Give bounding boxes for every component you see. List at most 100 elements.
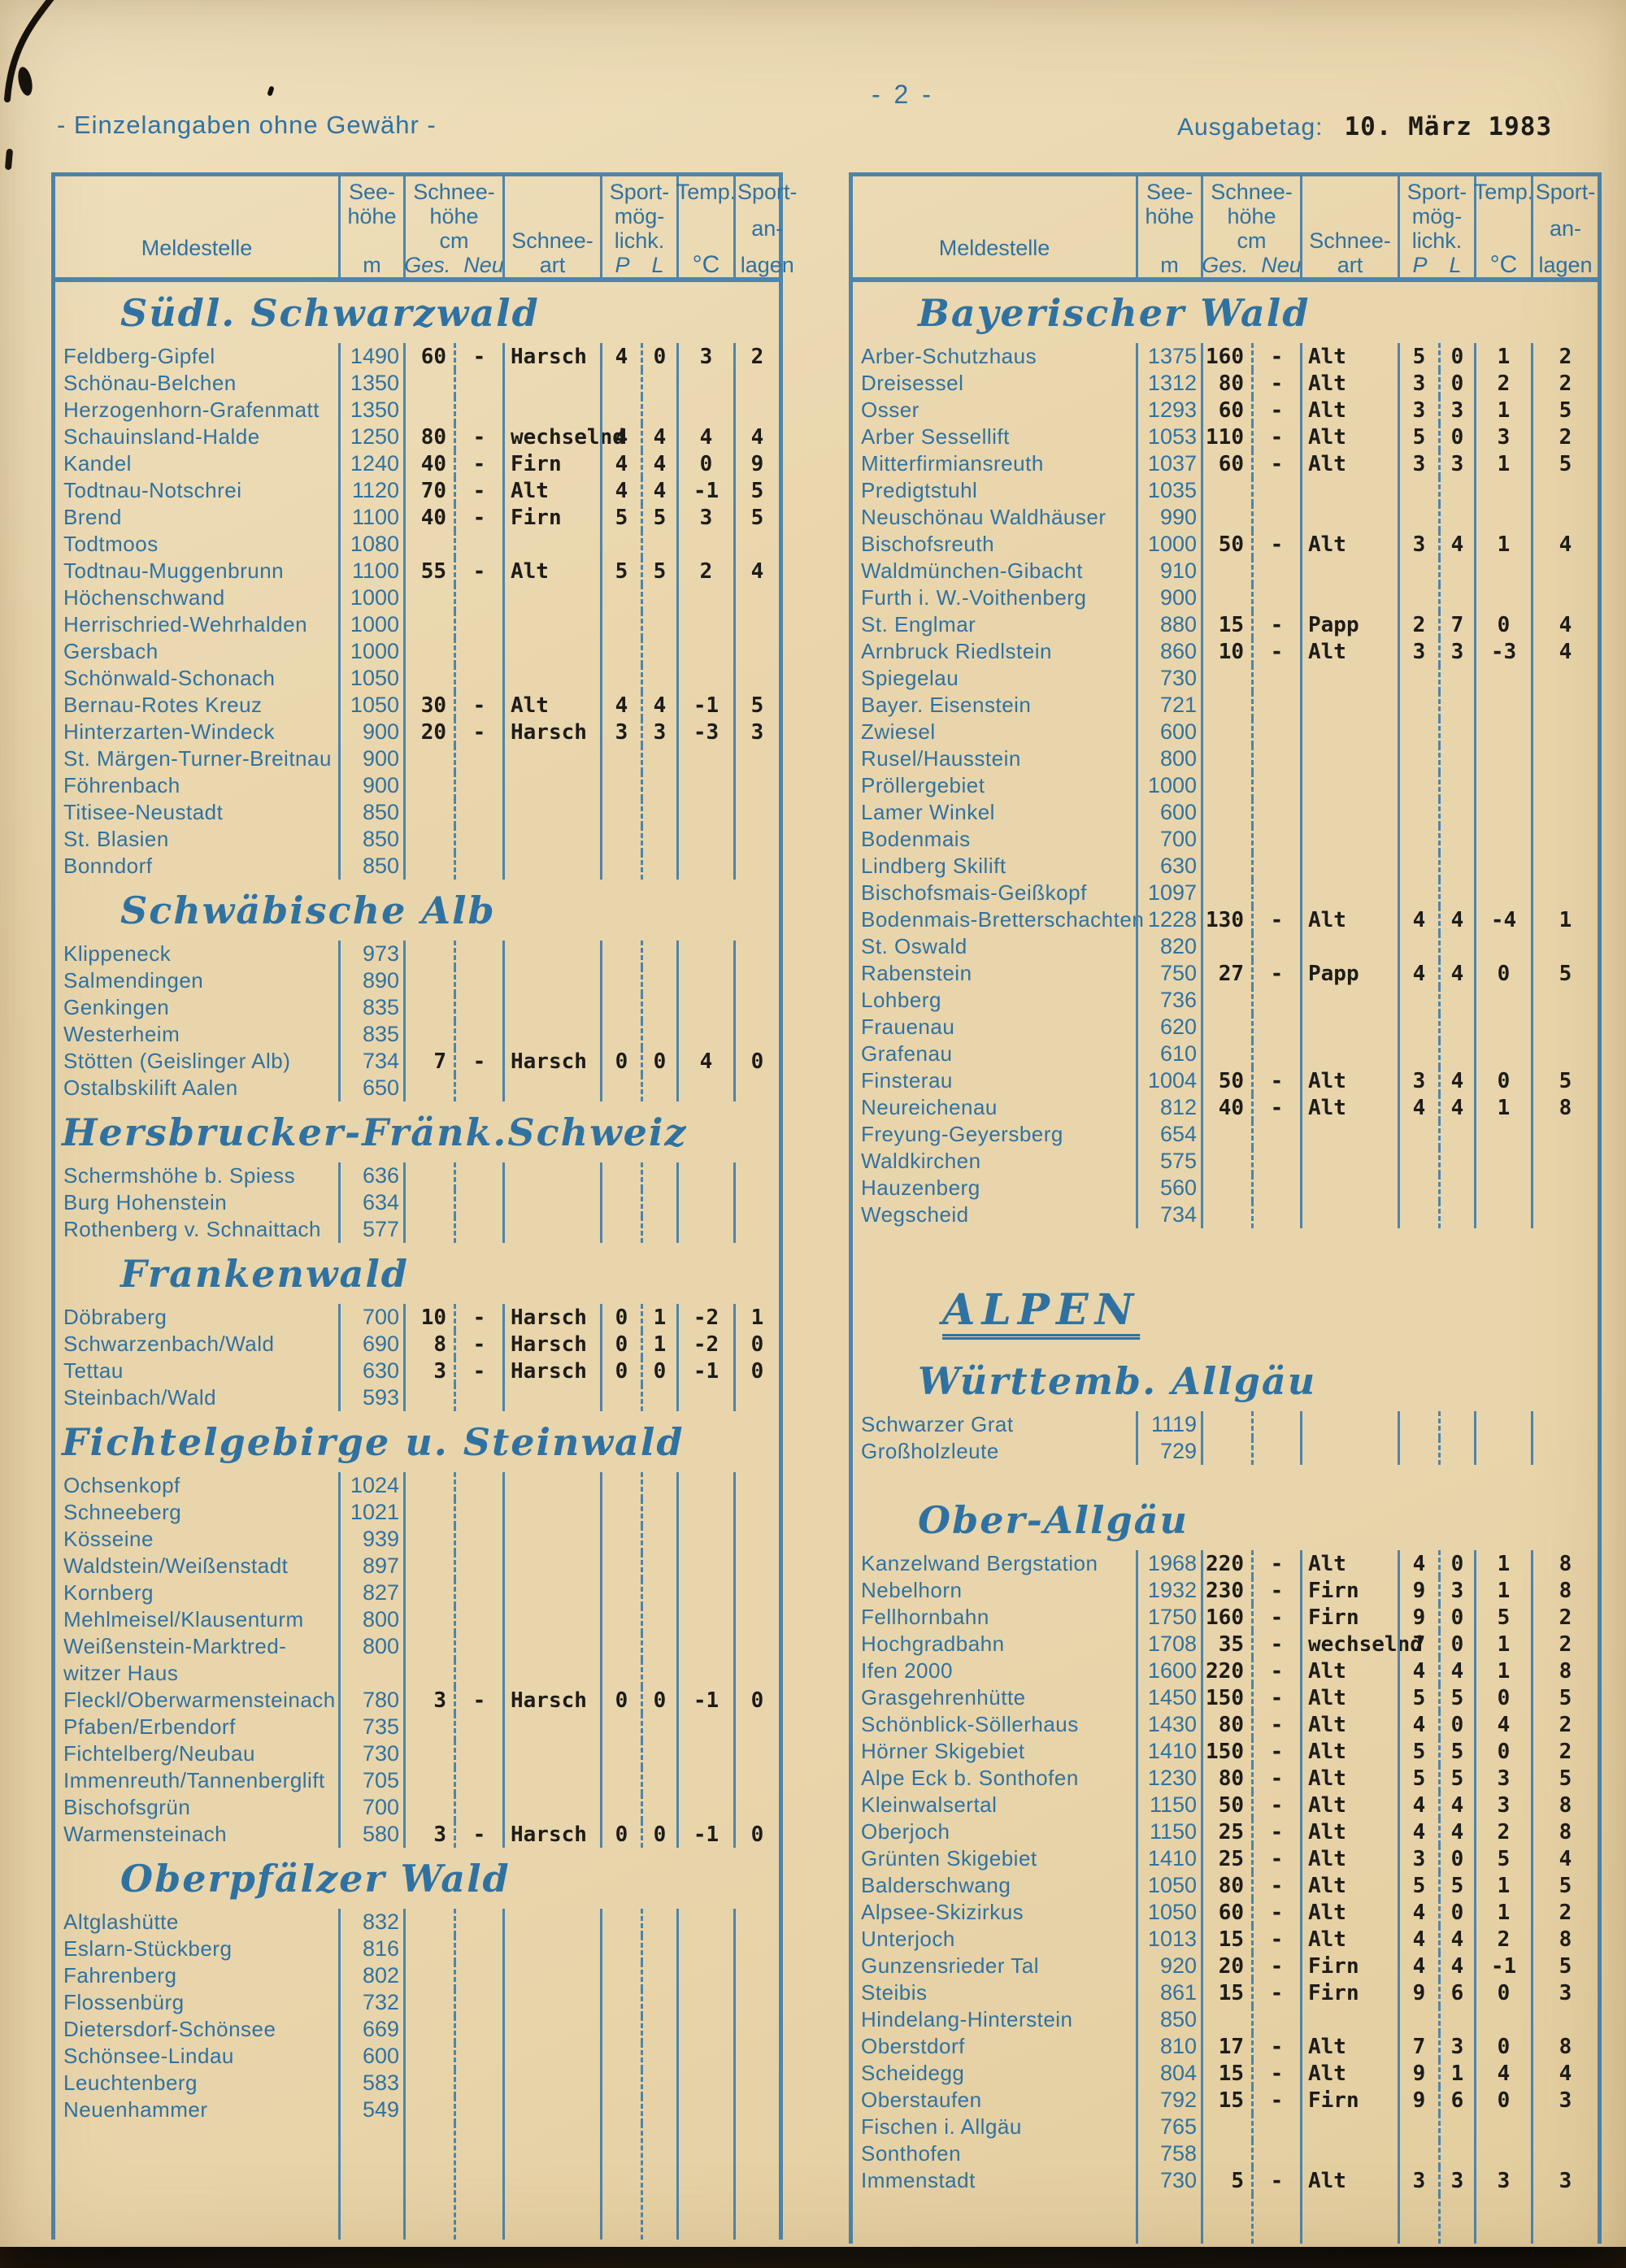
table-row: Oberstaufen 792 15- Firn 9 6 0 3 <box>853 2087 1598 2114</box>
elevation-m: 850 <box>338 826 403 853</box>
sport-facilities <box>1531 477 1598 504</box>
sport-possibility-p <box>600 853 641 880</box>
station-name: Lindberg Skilift <box>861 854 1006 878</box>
temperature-c <box>676 1767 733 1794</box>
region-heading-text: Hersbrucker-Fränk.Schweiz <box>62 1110 688 1154</box>
station-name: St. Englmar <box>861 612 976 637</box>
snow-depth-new <box>1251 504 1300 531</box>
table-row: Bayer. Eisenstein 721 <box>853 692 1598 719</box>
table-row: Arnbruck Riedlstein 860 10- Alt 3 3 -3 4 <box>853 638 1598 665</box>
snow-type: Harsch <box>502 1821 600 1848</box>
temperature-c <box>1474 665 1531 692</box>
snow-type: Firn <box>1300 1604 1398 1631</box>
station-name: St. Blasien <box>63 827 169 851</box>
temperature-c <box>1474 1041 1531 1067</box>
header-label: Schnee- <box>1309 228 1391 253</box>
sport-facilities <box>733 1526 779 1553</box>
snow-depth-new <box>454 799 502 826</box>
sport-possibility-l: 4 <box>1438 1094 1474 1121</box>
station-name: St. Oswald <box>861 934 967 958</box>
col-sportanlagen: Sport- an- lagen <box>733 176 799 281</box>
snow-depth-total: 130 <box>1201 906 1251 933</box>
temperature-c <box>1474 1201 1531 1228</box>
col-seehoehe: See- höhe m <box>1136 176 1201 281</box>
snow-depth-total: 25 <box>1201 1845 1251 1872</box>
sport-facilities: 4 <box>1531 1845 1598 1872</box>
header-label: höhe <box>1145 204 1194 228</box>
sport-possibility-p: 7 <box>1398 1631 1438 1658</box>
station-name: Herrischried-Wehrhalden <box>63 612 308 637</box>
region-heading-text: Fichtelgebirge u. Steinwald <box>62 1419 685 1464</box>
header-label: Sport- <box>1535 180 1596 204</box>
elevation-m: 765 <box>1136 2114 1201 2140</box>
sport-possibility-l: 0 <box>1438 1631 1474 1658</box>
table-row: Unterjoch 1013 15- Alt 4 4 2 8 <box>853 1926 1598 1953</box>
snow-depth-new <box>1251 1041 1300 1067</box>
temperature-c <box>1474 692 1531 719</box>
snow-depth-new <box>1251 1175 1300 1201</box>
table-row: Bernau-Rotes Kreuz 1050 30- Alt 4 4 -1 5 <box>55 692 779 719</box>
region-heading: Südl. Schwarzwald <box>55 282 779 343</box>
snow-type: Alt <box>1300 2060 1398 2087</box>
temperature-c <box>1474 584 1531 611</box>
sport-possibility-p <box>1398 692 1438 719</box>
snow-type <box>502 1606 600 1633</box>
station-name: Pröllergebiet <box>861 773 985 797</box>
sport-facilities <box>1531 1175 1598 1201</box>
station-name: Fichtelberg/Neubau <box>63 1741 255 1766</box>
sport-facilities <box>733 1962 779 1989</box>
sport-possibility-p <box>1398 826 1438 853</box>
snow-depth-total <box>403 665 454 692</box>
temperature-c: 2 <box>1474 1926 1531 1953</box>
sport-possibility-l <box>1438 745 1474 772</box>
station-name: Bernau-Rotes Kreuz <box>63 693 263 717</box>
table-row: Eslarn-Stückberg 816 <box>55 1936 779 1962</box>
station-name: Schönwald-Schonach <box>63 666 276 690</box>
sport-facilities: 5 <box>733 692 779 719</box>
sport-possibility-l: 5 <box>641 558 676 584</box>
elevation-m: 1100 <box>338 558 403 584</box>
temperature-c: 0 <box>1474 2087 1531 2114</box>
snow-depth-new: - <box>1251 2087 1300 2114</box>
sport-facilities: 2 <box>1531 1738 1598 1765</box>
station-name: Bodenmais-Bretterschachten <box>861 907 1145 932</box>
snow-depth-new: - <box>454 343 502 370</box>
snow-depth-new <box>454 1767 502 1794</box>
temperature-c: 1 <box>1474 397 1531 424</box>
elevation-m: 1035 <box>1136 477 1201 504</box>
sport-facilities <box>733 1936 779 1962</box>
temperature-c: 1 <box>1474 531 1531 558</box>
header-sub-neu: Neu <box>1261 253 1302 277</box>
snow-depth-total <box>403 853 454 880</box>
snow-depth-total <box>403 2043 454 2070</box>
station-name: St. Märgen-Turner-Breitnau <box>63 746 332 771</box>
elevation-m: 730 <box>1136 665 1201 692</box>
elevation-m: 897 <box>338 1553 403 1579</box>
elevation-m: 820 <box>1136 933 1201 960</box>
sport-possibility-p: 4 <box>1398 1711 1438 1738</box>
sport-possibility-p <box>600 826 641 853</box>
elevation-m: 634 <box>338 1189 403 1216</box>
snow-depth-total: 80 <box>1201 1711 1251 1738</box>
snow-depth-total: 40 <box>403 504 454 531</box>
table-row: Klippeneck 973 <box>55 941 779 967</box>
sport-facilities: 5 <box>733 477 779 504</box>
station-name: Bodenmais <box>861 827 971 851</box>
sport-possibility-p <box>1398 987 1438 1014</box>
header-label: Sport- <box>737 180 798 204</box>
header-label: Schnee- <box>1211 180 1293 204</box>
elevation-m: 636 <box>338 1162 403 1189</box>
sport-possibility-p: 3 <box>1398 450 1438 477</box>
snow-type: Harsch <box>502 1304 600 1331</box>
snow-type <box>1300 745 1398 772</box>
temperature-c: 1 <box>1474 1899 1531 1926</box>
table-row: Immenstadt 730 5- Alt 3 3 3 3 <box>853 2167 1598 2194</box>
sport-facilities: 5 <box>1531 1067 1598 1094</box>
snow-type <box>502 994 600 1021</box>
sport-possibility-l <box>641 994 676 1021</box>
table-row: Mitterfirmiansreuth 1037 60- Alt 3 3 1 5 <box>853 450 1598 477</box>
table-row: Schermshöhe b. Spiess 636 <box>55 1162 779 1189</box>
snow-depth-new <box>454 397 502 424</box>
table-row: Lamer Winkel 600 <box>853 799 1598 826</box>
temperature-c <box>676 1909 733 1936</box>
